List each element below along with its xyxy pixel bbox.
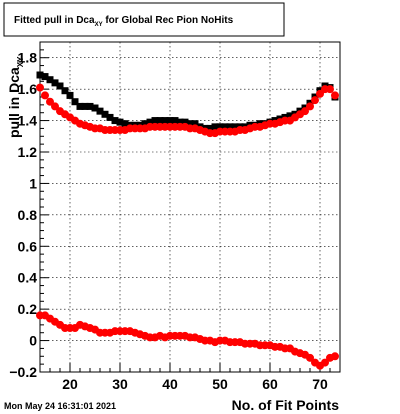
data-point-square [146, 118, 154, 126]
data-point-square [151, 117, 159, 125]
timestamp: Mon May 24 16:31:01 2021 [4, 401, 116, 411]
data-point-square [206, 124, 214, 132]
y-tick-label: 1.6 [18, 81, 38, 97]
data-point-circle [36, 83, 44, 92]
data-point-square [41, 73, 49, 81]
data-point-circle [306, 353, 314, 362]
chart-title-subscript: XY [95, 22, 103, 28]
y-axis-title: pull in DcaXY [6, 56, 25, 138]
y-tick-label: 0.4 [18, 270, 38, 286]
chart-title: Fitted pull in DcaXY for Global Rec Pion… [14, 15, 234, 28]
y-tick-label: −0.2 [9, 364, 37, 380]
data-point-circle [326, 85, 334, 94]
chart-title-rest: for Global Rec Pion NoHits [103, 15, 234, 26]
y-tick-label: 0 [29, 333, 37, 349]
data-point-square [186, 120, 194, 128]
data-point-square [86, 102, 94, 110]
y-axis-title-subscript: XY [16, 56, 25, 67]
data-point-square [226, 123, 234, 131]
x-tick-label: 60 [262, 376, 278, 392]
data-point-square [111, 117, 119, 125]
series-1 [36, 83, 339, 138]
y-tick-label: 0.6 [18, 238, 38, 254]
x-tick-label: 20 [62, 376, 78, 392]
data-point-square [171, 117, 179, 125]
data-point-circle [41, 91, 49, 100]
data-point-square [216, 123, 224, 131]
data-point-square [176, 118, 184, 126]
data-point-square [121, 120, 129, 128]
x-axis-title: No. of Fit Points [232, 397, 340, 413]
data-point-circle [331, 352, 339, 361]
x-tick-label: 40 [162, 376, 178, 392]
plot-frame [39, 41, 341, 373]
data-point-square [211, 123, 219, 131]
data-point-square [166, 117, 174, 125]
data-point-circle [311, 96, 319, 105]
title-box [3, 2, 285, 37]
data-point-circle [51, 102, 59, 111]
data-point-square [286, 112, 294, 120]
grid-lines [40, 42, 340, 373]
data-point-square [116, 118, 124, 126]
data-point-square [141, 120, 149, 128]
data-series [36, 71, 339, 370]
data-point-square [46, 76, 54, 84]
axis-ticks [39, 49, 341, 373]
y-tick-label: 1.4 [18, 113, 38, 129]
data-point-square [101, 110, 109, 118]
data-point-square [61, 87, 69, 95]
data-point-square [71, 98, 79, 106]
y-tick-label: 0.8 [18, 207, 38, 223]
data-point-square [81, 102, 89, 110]
data-point-square [191, 120, 199, 128]
data-point-circle [301, 107, 309, 116]
tick-labels: 20 30 40 50 60 70 −0.2 0 0.2 0.4 0.6 0.8 1 1.2 1.4 1.6 1… [9, 50, 328, 392]
data-point-square [221, 123, 229, 131]
chart-title-main: Fitted pull in Dca [14, 15, 95, 26]
data-point-circle [321, 358, 329, 367]
data-point-square [161, 117, 169, 125]
data-point-square [56, 82, 64, 90]
data-point-circle [46, 97, 54, 106]
data-point-square [231, 123, 239, 131]
data-point-square [106, 113, 114, 121]
x-tick-label: 50 [212, 376, 228, 392]
y-tick-label: 1.8 [18, 50, 38, 66]
y-tick-label: 0.2 [18, 301, 38, 317]
data-point-square [156, 117, 164, 125]
data-point-circle [331, 91, 339, 100]
x-tick-label: 70 [312, 376, 328, 392]
data-point-square [181, 118, 189, 126]
data-point-square [66, 91, 74, 99]
data-point-square [36, 71, 44, 79]
y-tick-label: 1.2 [18, 144, 38, 160]
x-tick-label: 30 [112, 376, 128, 392]
data-point-circle [306, 102, 314, 111]
data-point-square [76, 102, 84, 110]
y-axis-title-main: pull in Dca [6, 67, 22, 138]
data-point-square [51, 79, 59, 87]
y-tick-label: 1 [29, 175, 37, 191]
series-2 [36, 311, 339, 370]
data-point-square [91, 104, 99, 112]
data-point-circle [316, 89, 324, 98]
data-point-square [96, 107, 104, 115]
